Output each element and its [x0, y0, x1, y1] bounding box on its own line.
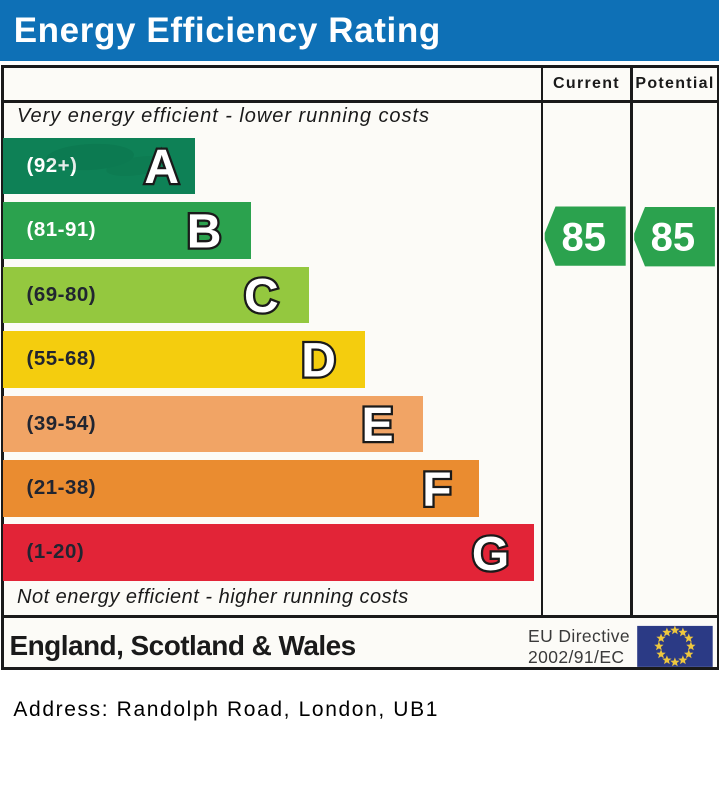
svg-text:E: E: [361, 399, 393, 452]
svg-text:85: 85: [562, 216, 607, 260]
svg-text:C: C: [244, 270, 279, 323]
svg-text:D: D: [301, 335, 336, 388]
svg-text:A: A: [144, 141, 179, 194]
svg-text:85: 85: [651, 216, 696, 260]
svg-text:G: G: [472, 528, 509, 581]
svg-text:B: B: [187, 206, 222, 259]
svg-text:F: F: [422, 463, 451, 516]
